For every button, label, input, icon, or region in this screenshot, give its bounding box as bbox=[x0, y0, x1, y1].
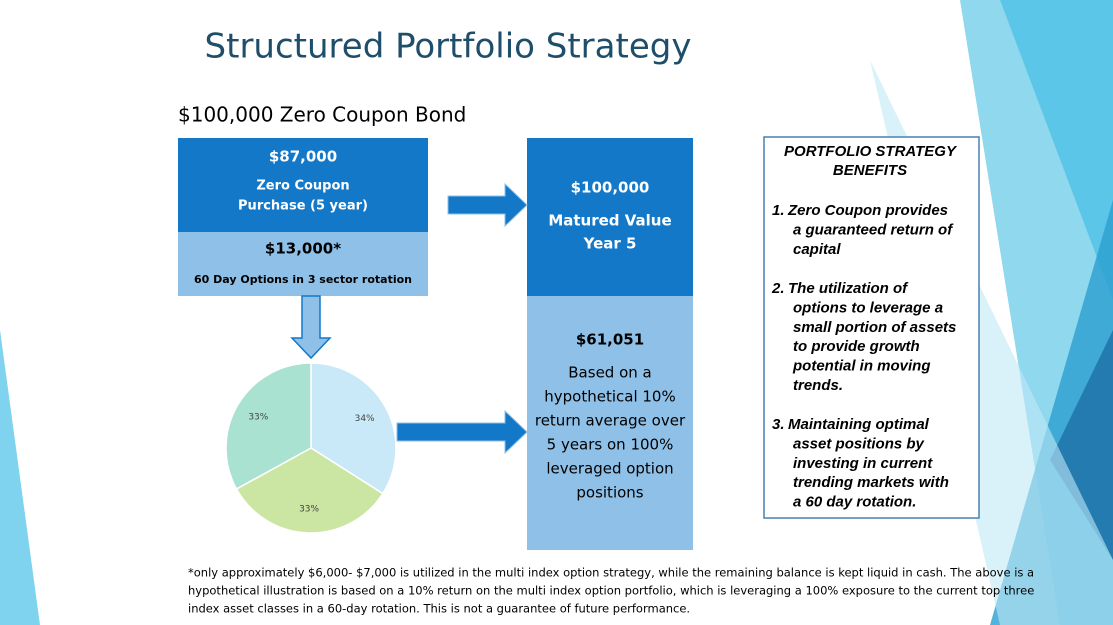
amount: $13,000* bbox=[265, 240, 341, 258]
item-number: 2. bbox=[771, 280, 785, 297]
benefits-heading: PORTFOLIO STRATEGY bbox=[784, 143, 958, 160]
benefit-line: capital bbox=[793, 241, 841, 258]
box-line: positions bbox=[576, 484, 643, 502]
benefits-box bbox=[763, 136, 980, 519]
benefits-heading: BENEFITS bbox=[833, 162, 907, 179]
benefit-line: trending markets with bbox=[793, 474, 949, 491]
options-box bbox=[178, 232, 428, 296]
amount: $61,051 bbox=[576, 331, 644, 349]
box-line: leveraged option bbox=[546, 460, 673, 478]
pie-label: 33% bbox=[299, 505, 319, 515]
item-number: 1. bbox=[772, 202, 785, 219]
arrow bbox=[290, 295, 332, 360]
benefit-line: trends. bbox=[793, 377, 843, 394]
bond-box bbox=[178, 138, 428, 232]
benefit-line: Maintaining optimal bbox=[788, 416, 930, 433]
benefit-line: asset positions by bbox=[793, 435, 925, 452]
subtitle: $100,000 Zero Coupon Bond bbox=[178, 103, 466, 127]
pie-label: 33% bbox=[248, 412, 268, 422]
title: Structured Portfolio Strategy bbox=[205, 27, 692, 67]
pie-slice bbox=[225, 362, 312, 490]
amount: $100,000 bbox=[571, 179, 650, 197]
benefit-line: small portion of assets bbox=[793, 319, 956, 336]
box-line: Purchase (5 year) bbox=[238, 199, 368, 214]
pie-label: 34% bbox=[355, 414, 375, 424]
benefit-line: investing in current bbox=[793, 455, 933, 472]
arrow bbox=[396, 409, 528, 455]
box-line: Matured Value bbox=[548, 212, 671, 230]
benefit-line: to provide growth bbox=[793, 338, 920, 355]
box-line: return average over bbox=[535, 412, 686, 430]
footnote-line: *only approximately $6,000- $7,000 is ut… bbox=[188, 566, 1034, 580]
box-line: 5 years on 100% bbox=[547, 436, 674, 454]
box-line: Year 5 bbox=[583, 235, 637, 253]
benefit-line: The utilization of bbox=[788, 280, 909, 297]
benefit-line: potential in moving bbox=[792, 358, 931, 375]
benefit-line: options to leverage a bbox=[793, 299, 943, 316]
arrow bbox=[447, 182, 528, 228]
box-line: Based on a bbox=[568, 364, 651, 382]
return-box bbox=[527, 296, 693, 550]
label: 60 Day Options in 3 sector rotation bbox=[194, 273, 412, 286]
box-line: Zero Coupon bbox=[256, 179, 349, 194]
footnote-line: index asset classes in a 60-day rotation… bbox=[188, 602, 690, 616]
matured-box bbox=[527, 138, 693, 296]
benefit-line: a guaranteed return of bbox=[793, 221, 954, 238]
item-number: 3. bbox=[772, 416, 785, 433]
footnote-line: hypothetical illustration is based on a … bbox=[188, 584, 1034, 598]
benefit-line: Zero Coupon provides bbox=[787, 202, 948, 219]
amount: $87,000 bbox=[269, 148, 337, 166]
box-line: hypothetical 10% bbox=[544, 388, 675, 406]
benefit-line: a 60 day rotation. bbox=[793, 494, 916, 511]
pie-chart: 34% 33% 33% bbox=[225, 362, 397, 534]
